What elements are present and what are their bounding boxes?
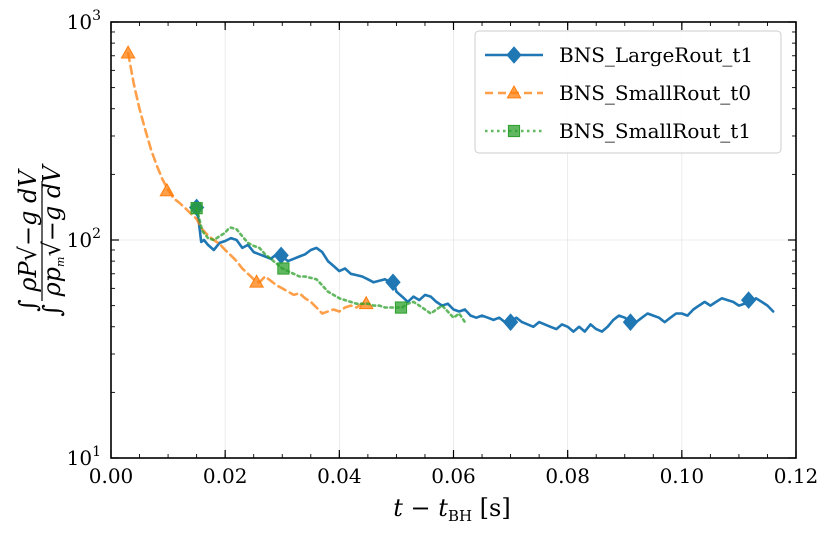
- series-line: [195, 206, 467, 324]
- data-point-marker: [740, 291, 757, 309]
- x-tick-label: 0.00: [89, 464, 134, 488]
- data-point-marker: [277, 262, 290, 275]
- y-axis-title: ∫ ρP√−g dV ∫ ρpm√−g dV: [14, 163, 67, 317]
- x-tick-label: 0.04: [317, 464, 362, 488]
- legend-label: BNS_LargeRout_t1: [559, 43, 753, 67]
- legend: BNS_LargeRout_t1 BNS_SmallRout_t0 BNS_Smal…: [474, 30, 782, 154]
- legend-marker: [506, 46, 522, 64]
- x-tick-label: 0.08: [545, 464, 590, 488]
- data-point-marker: [159, 182, 175, 197]
- series-BNS_LargeRout_t1: [188, 198, 775, 333]
- legend-label: BNS_SmallRout_t1: [559, 119, 751, 143]
- series-BNS_SmallRout_t1: [190, 202, 467, 324]
- y-tick-label: 101: [67, 444, 101, 470]
- series-BNS_SmallRout_t0: [120, 45, 374, 315]
- x-tick-label: 0.10: [660, 464, 705, 488]
- data-point-marker: [385, 273, 401, 292]
- legend-marker: [507, 124, 521, 138]
- x-axis-title: t − tBH [s]: [393, 494, 510, 525]
- legend-entry: BNS_SmallRout_t0: [485, 81, 751, 105]
- data-point-marker: [394, 301, 408, 314]
- legend-box: [474, 30, 782, 154]
- legend-marker: [506, 84, 522, 99]
- data-point-marker: [190, 202, 203, 215]
- x-tick-label: 0.12: [774, 464, 819, 488]
- y-axis-numerator: ∫ ρP√−g dV: [14, 168, 42, 312]
- series-layer: [120, 45, 775, 333]
- x-tick-label: 0.06: [431, 464, 476, 488]
- y-tick-label: 102: [67, 226, 101, 252]
- legend-label: BNS_SmallRout_t0: [559, 81, 751, 105]
- x-tick-label: 0.02: [203, 464, 248, 488]
- data-point-marker: [622, 313, 639, 331]
- y-tick-label: 103: [67, 8, 101, 34]
- data-point-marker: [249, 274, 265, 288]
- legend-entry: BNS_SmallRout_t1: [485, 119, 751, 143]
- data-point-marker: [120, 45, 136, 59]
- axes: 0.00 0.02 0.04 0.06 0.08 0.10 0.12 101 102 103: [67, 8, 819, 488]
- y-axis-denominator: ∫ ρpm√−g dV: [38, 163, 67, 317]
- data-point-marker: [502, 313, 519, 331]
- legend-entry: BNS_LargeRout_t1: [485, 43, 753, 67]
